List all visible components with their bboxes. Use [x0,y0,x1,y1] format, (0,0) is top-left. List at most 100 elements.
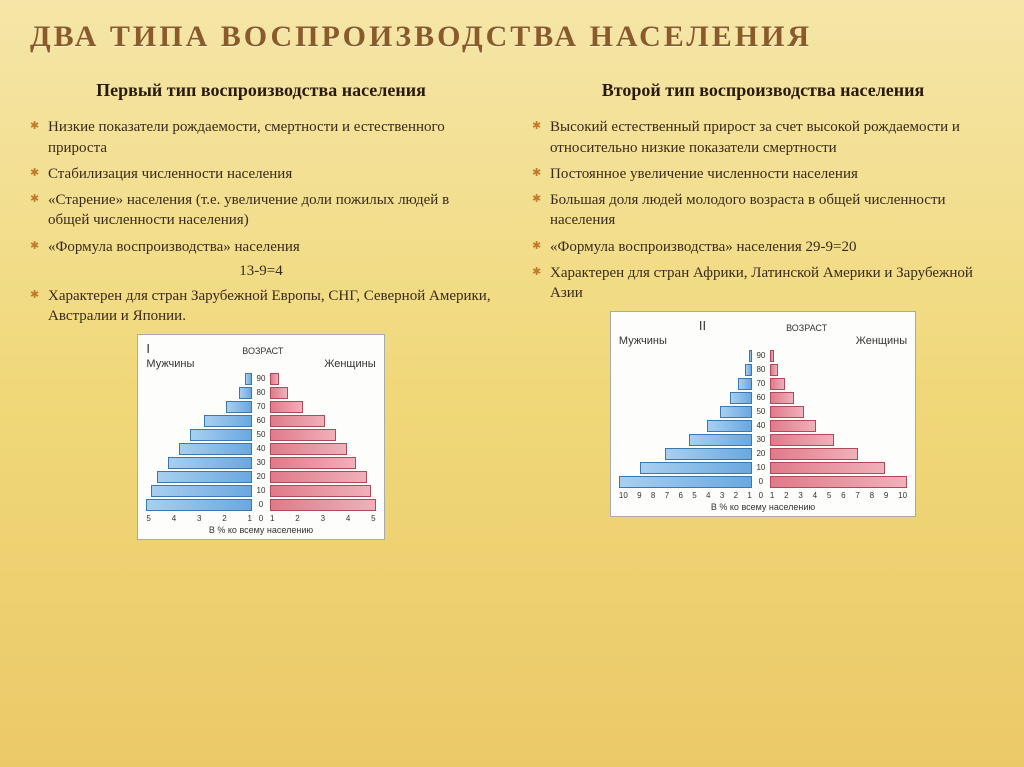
left-formula: 13-9=4 [30,263,492,280]
age-tick: 40 [756,419,765,433]
age-tick: 60 [756,391,765,405]
pyramid-bar-male [226,401,252,413]
pyramid-bar-male [640,462,752,474]
x-tick: 1 [270,514,274,523]
right-bullet-list: Высокий естественный прирост за счет выс… [532,117,994,303]
x-tick: 5 [827,491,831,500]
age-tick: 30 [257,456,266,470]
pyramid-bar-female [270,471,367,483]
x-tick: 2 [734,491,738,500]
age-tick: 90 [257,372,266,386]
list-item: Большая доля людей молодого возраста в о… [532,190,994,231]
age-tick: 40 [257,442,266,456]
list-item: Характерен для стран Африки, Латинской А… [532,263,994,304]
x-tick: 0 [752,491,770,500]
pyramid-bar-male [720,406,752,418]
pyramid-bar-male [707,420,752,432]
columns-container: Первый тип воспроизводства населения Низ… [30,79,994,540]
pyramid-bar-female [270,401,303,413]
pyramid-bar-female [770,420,816,432]
pyramid-bar-male [168,457,252,469]
list-item: Характерен для стран Зарубежной Европы, … [30,286,492,327]
x-tick: 5 [146,514,150,523]
pyramid-bar-male [239,387,252,399]
pyramid-chart-2: II ВОЗРАСТ Мужчины Женщины 9080706050403… [610,311,916,517]
pyramid-bar-female [270,485,371,497]
pyramid-bar-female [270,499,376,511]
age-label: ВОЗРАСТ [786,323,827,333]
pyramid-bar-male [179,443,252,455]
pyramid-bar-female [770,448,858,460]
list-item: Стабилизация численности населения [30,164,492,184]
pyramid-bar-male [745,364,752,376]
pyramid-bar-female [270,429,336,441]
list-item: «Старение» населения (т.е. увеличение до… [30,190,492,231]
age-tick: 70 [756,377,765,391]
pyramid-bar-female [270,457,356,469]
page-title: ДВА ТИПА ВОСПРОИЗВОДСТВА НАСЕЛЕНИЯ [30,20,994,54]
xaxis-label: В % ко всему населению [619,502,907,512]
x-tick: 10 [619,491,628,500]
pyramid-bar-female [770,350,774,362]
pyramid-bar-male [146,499,252,511]
x-tick: 0 [252,514,270,523]
pyramid-bar-male [204,415,252,427]
x-tick: 3 [798,491,802,500]
pyramid-bar-male [665,448,752,460]
x-tick: 1 [770,491,774,500]
pyramid2-wrap: II ВОЗРАСТ Мужчины Женщины 9080706050403… [532,311,994,517]
pyramid-bar-female [770,462,885,474]
age-tick: 10 [257,484,266,498]
pyramid-bar-male [730,392,752,404]
x-tick: 5 [371,514,375,523]
pyramid-bar-female [770,378,785,390]
pyramid-bar-female [270,387,288,399]
pyramid-bar-male [151,485,252,497]
age-tick: 80 [257,386,266,400]
list-item: Постоянное увеличение численности населе… [532,164,994,184]
roman-numeral: I [146,341,150,356]
list-item: Высокий естественный прирост за счет выс… [532,117,994,158]
x-tick: 8 [870,491,874,500]
x-tick: 9 [884,491,888,500]
pyramid-bar-male [689,434,752,446]
pyramid-bar-male [619,476,752,488]
pyramid1-wrap: I ВОЗРАСТ Мужчины Женщины 90807060504030… [30,334,492,540]
women-label: Женщины [856,335,907,347]
pyramid-bar-female [770,406,804,418]
x-tick: 10 [898,491,907,500]
age-tick: 20 [756,447,765,461]
x-tick: 2 [222,514,226,523]
age-tick: 20 [257,470,266,484]
pyramid-bar-male [245,373,252,385]
age-tick: 50 [257,428,266,442]
age-tick: 50 [756,405,765,419]
x-tick: 4 [706,491,710,500]
left-column: Первый тип воспроизводства населения Низ… [30,79,492,540]
women-label: Женщины [324,358,375,370]
age-tick: 0 [259,498,263,512]
pyramid-bar-male [738,378,752,390]
pyramid-bar-male [157,471,252,483]
right-column: Второй тип воспроизводства населения Выс… [532,79,994,540]
age-tick: 80 [756,363,765,377]
age-label: ВОЗРАСТ [242,346,283,356]
x-tick: 2 [784,491,788,500]
x-tick: 2 [295,514,299,523]
x-tick: 3 [321,514,325,523]
x-tick: 3 [720,491,724,500]
pyramid-bar-female [770,392,794,404]
age-tick: 90 [756,349,765,363]
age-tick: 70 [257,400,266,414]
x-tick: 6 [678,491,682,500]
roman-numeral: II [699,318,706,333]
x-tick: 3 [197,514,201,523]
men-label: Мужчины [146,358,194,370]
xaxis-label: В % ко всему населению [146,525,375,535]
pyramid-bar-female [770,434,834,446]
age-tick: 10 [756,461,765,475]
x-tick: 8 [651,491,655,500]
list-item: «Формула воспроизводства» населения 29-9… [532,237,994,257]
pyramid-bar-female [270,443,347,455]
age-tick: 60 [257,414,266,428]
